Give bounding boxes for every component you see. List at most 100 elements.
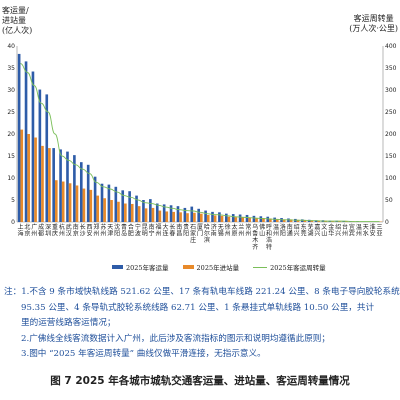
bar-station-entries <box>41 145 44 222</box>
note-line: 95.35 公里、4 条导轨式胶轮系统线路 62.71 公里、1 条悬挂式单轨线… <box>21 302 375 313</box>
bar-station-entries <box>75 185 79 222</box>
x-category-label: 都 <box>38 230 44 238</box>
x-category-label: 沈 <box>114 223 120 231</box>
bar-station-entries <box>82 188 86 222</box>
bar-passenger-volume <box>135 195 138 222</box>
bar-passenger-volume <box>17 53 21 222</box>
bar-station-entries <box>317 220 321 222</box>
x-category-label: 呼 <box>266 224 272 231</box>
y-tick-label-left: 35 <box>7 65 15 72</box>
x-category-label: 绍 <box>335 223 341 231</box>
x-category-label: 庆 <box>52 230 58 238</box>
right-axis-label-line: (万人次·公里) <box>349 24 398 33</box>
x-category-label: 门 <box>197 230 203 238</box>
right-axis-label-line: 客运周转量 <box>353 14 394 23</box>
line-passenger-turnover <box>20 63 380 223</box>
bar-station-entries <box>130 203 134 222</box>
bar-passenger-volume <box>155 203 159 222</box>
x-category-label: 贵 <box>183 223 189 231</box>
bar-passenger-volume <box>238 214 242 222</box>
x-category-label: 庄 <box>190 236 196 244</box>
bar-station-entries <box>172 211 176 222</box>
x-category-label: 常 <box>245 223 251 231</box>
x-category-label: 淮 <box>370 223 376 231</box>
x-category-label: 南 <box>176 223 182 231</box>
bar-passenger-volume <box>183 207 187 222</box>
x-category-label: 通 <box>287 230 293 238</box>
bar-passenger-volume <box>231 214 235 222</box>
bar-passenger-volume <box>204 210 207 222</box>
x-category-label: 南 <box>211 230 217 238</box>
x-category-label: 绍 <box>294 223 300 231</box>
note-line: 注：1.不含 9 条市域快轨线路 521.62 公里、17 条有轨电车线路 22… <box>4 287 400 297</box>
note-line: 2.广佛线全线客流数据计入广州，此后涉及客流指标的图示和说明均遵循此原则； <box>21 333 330 344</box>
x-category-label: 南 <box>287 223 293 231</box>
x-category-label: 石 <box>190 224 196 231</box>
bar-station-entries <box>303 220 307 222</box>
bar-passenger-volume <box>273 217 276 222</box>
x-category-label: 连 <box>162 230 168 238</box>
bar-station-entries <box>179 212 182 222</box>
bar-station-entries <box>110 200 113 222</box>
y-tick-label-right: 250 <box>385 109 397 116</box>
x-category-label: 南 <box>73 223 79 231</box>
bar-station-entries <box>241 217 245 222</box>
bar-station-entries <box>54 180 58 222</box>
bar-station-entries <box>213 215 217 222</box>
x-category-label: 芜 <box>307 223 313 231</box>
bar-station-entries <box>186 213 189 222</box>
bar-station-entries <box>48 148 51 222</box>
x-category-label: 嘉 <box>314 223 320 231</box>
chart-notes: 注：1.不含 9 条市域快轨线路 521.62 公里、17 条有轨电车线路 22… <box>4 285 400 363</box>
x-category-label: 鲁 <box>252 230 258 238</box>
y-tick-label-right: 150 <box>385 153 397 160</box>
bar-passenger-volume <box>59 149 62 222</box>
bar-station-entries <box>96 195 100 222</box>
y-tick-label-left: 0 <box>11 219 15 226</box>
bar-station-entries <box>144 208 148 222</box>
bar-passenger-volume <box>121 190 125 222</box>
x-category-label: 兴 <box>294 230 300 238</box>
x-category-label: 州 <box>100 231 106 238</box>
bar-station-entries <box>262 218 265 222</box>
x-category-label: 上 <box>17 223 23 231</box>
x-category-label: 天 <box>363 224 369 231</box>
x-category-label: 洛 <box>280 223 286 231</box>
bar-passenger-volume <box>211 211 214 222</box>
x-category-label: 安 <box>87 230 93 238</box>
bar-station-entries <box>34 137 37 222</box>
bar-station-entries <box>193 212 196 222</box>
bar-passenger-volume <box>93 176 97 222</box>
bar-station-entries <box>206 214 210 222</box>
x-category-label: 州 <box>225 231 231 238</box>
bar-passenger-volume <box>176 206 180 222</box>
x-category-label: 济 <box>211 223 217 231</box>
x-category-label: 阳 <box>114 230 120 238</box>
bar-station-entries <box>158 210 162 222</box>
bar-station-entries <box>27 134 30 222</box>
bar-passenger-volume <box>66 151 69 222</box>
x-category-label: 昌 <box>176 231 182 238</box>
figure-title: 图 7 2025 年各城市城轨交通客运量、进站量、客运周转量情况 <box>50 375 350 387</box>
x-category-label: 春 <box>169 230 175 238</box>
left-axis-unit: 亿人次 <box>5 26 30 35</box>
bar-station-entries <box>289 219 293 222</box>
x-category-label: 哈 <box>204 223 210 231</box>
note-line: 3.图中 “2025 年客运周转量” 曲线仅做平滑连接，无指示意义。 <box>21 349 266 359</box>
x-category-label: 阳 <box>280 230 286 238</box>
bar-passenger-volume <box>252 215 256 222</box>
x-category-label: 青 <box>121 223 127 231</box>
x-category-label: 大 <box>162 223 168 231</box>
bar-station-entries <box>296 219 300 222</box>
y-tick-label-left: 10 <box>7 175 15 182</box>
x-category-label: 莞 <box>301 230 307 238</box>
x-category-label: 太 <box>232 223 238 231</box>
bar-station-entries <box>20 129 24 222</box>
bar-passenger-volume <box>224 213 228 222</box>
left-axis-label: 客运量/ 进站量 (亿人次) <box>2 6 32 36</box>
x-category-label: 郑 <box>93 223 99 231</box>
x-category-label: 兴 <box>335 230 341 238</box>
x-category-label: 三 <box>377 224 383 231</box>
bar-passenger-volume <box>218 212 221 222</box>
bar-station-entries <box>234 217 238 222</box>
